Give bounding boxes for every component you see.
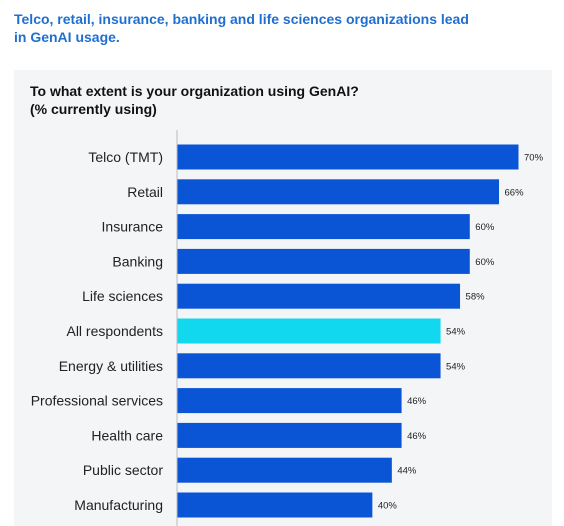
value-label: 46% (407, 396, 427, 407)
bar (177, 144, 519, 170)
category-label: Health care (91, 427, 163, 443)
bar (177, 283, 461, 309)
category-label: All respondents (66, 323, 163, 339)
value-label: 60% (475, 222, 495, 233)
category-label: Retail (127, 184, 163, 200)
bar (177, 179, 500, 205)
value-label: 40% (378, 501, 398, 512)
bar (177, 422, 402, 448)
chart-title: To what extent is your organization usin… (30, 83, 359, 99)
chart-subtitle: (% currently using) (30, 101, 157, 117)
category-label: Public sector (83, 462, 163, 478)
value-label: 60% (475, 257, 495, 268)
category-label: Banking (112, 253, 163, 269)
bar (177, 457, 392, 483)
bar (177, 492, 373, 518)
bar (177, 248, 470, 274)
chart-title-block: To what extent is your organization usin… (30, 82, 450, 118)
bar (177, 353, 441, 379)
category-label: Professional services (31, 393, 163, 409)
category-label: Energy & utilities (59, 358, 163, 374)
value-label: 54% (446, 361, 466, 372)
value-label: 58% (466, 292, 486, 303)
category-label: Insurance (102, 219, 164, 235)
category-label: Manufacturing (74, 497, 163, 513)
value-label: 70% (524, 153, 544, 164)
bar (177, 388, 402, 414)
headline: Telco, retail, insurance, banking and li… (14, 11, 469, 45)
value-label: 44% (397, 466, 417, 477)
category-label: Life sciences (82, 288, 163, 304)
value-label: 46% (407, 431, 427, 442)
category-label: Telco (TMT) (88, 149, 163, 165)
value-label: 66% (505, 187, 525, 198)
bar (177, 214, 470, 240)
value-label: 54% (446, 327, 466, 338)
bar (177, 318, 441, 344)
